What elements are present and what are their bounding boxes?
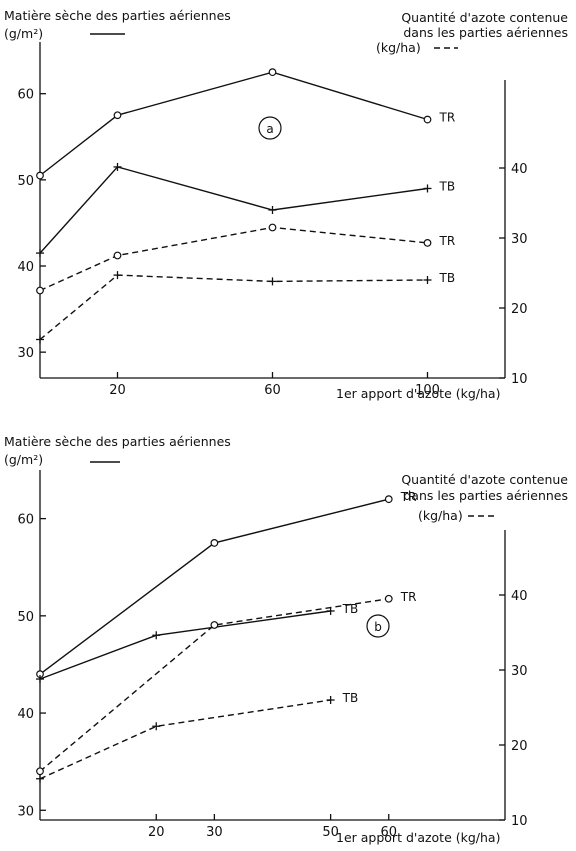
data-point-tr — [36, 286, 44, 295]
left-tick-label: 50 — [17, 174, 34, 189]
series-line-tb-solid — [39, 166, 428, 254]
panel-a: Matière sèche des parties aériennes (g/m… — [4, 8, 568, 401]
data-point-tr — [423, 238, 432, 247]
x-tick-label: 30 — [206, 825, 223, 840]
left-tick-label: 30 — [17, 804, 34, 819]
series-end-label: TB — [342, 691, 359, 705]
data-point-tr — [36, 171, 44, 180]
left-tick-label: 30 — [17, 346, 34, 361]
right-tick-label: 40 — [511, 162, 528, 177]
x-tick-label: 100 — [415, 383, 440, 398]
x-tick-label: 50 — [322, 825, 339, 840]
series-line-tr-solid — [39, 71, 428, 177]
panel-a-label: a — [266, 122, 273, 136]
data-point-tr — [113, 111, 122, 120]
series-end-label: TR — [439, 234, 456, 248]
panel-b-left-axis-title: Matière sèche des parties aériennes — [4, 434, 231, 449]
data-point-tb — [268, 206, 277, 214]
left-tick-label: 60 — [17, 88, 34, 103]
panel-b-left-ticks: 30 40 50 60 — [17, 513, 46, 819]
panel-b-right-axis-unit: (kg/ha) — [418, 508, 463, 523]
left-tick-label: 60 — [17, 513, 34, 528]
panel-a-x-axis-label: 1er apport d'azote (kg/ha) — [336, 386, 500, 401]
series-line-tr-dashed — [39, 598, 389, 772]
right-tick-label: 10 — [511, 372, 528, 387]
right-tick-label: 30 — [511, 664, 528, 679]
panel-a-left-axis-title: Matière sèche des parties aériennes — [4, 8, 231, 23]
data-point-tr — [384, 594, 393, 603]
panel-a-right-ticks: 10 20 30 40 — [499, 162, 528, 387]
right-tick-label: 20 — [511, 739, 528, 754]
series-end-label: TB — [439, 179, 456, 193]
data-point-tb — [36, 335, 44, 344]
panel-b-right-axis-title-line2: dans les parties aériennes — [403, 488, 568, 503]
panel-b-x-axis-label: 1er apport d'azote (kg/ha) — [336, 830, 500, 845]
panel-a-right-axis-title-line1: Quantité d'azote contenue — [401, 10, 568, 25]
series-end-label: TB — [439, 271, 456, 285]
panel-a-left-axis-unit: (g/m²) — [4, 26, 43, 41]
right-tick-label: 20 — [511, 302, 528, 317]
x-tick-label: 60 — [264, 383, 281, 398]
left-tick-label: 40 — [17, 260, 34, 275]
data-point-tr — [384, 495, 393, 504]
panel-a-label-circle — [258, 116, 282, 140]
right-tick-label: 30 — [511, 232, 528, 247]
panel-b-label: b — [374, 620, 382, 634]
panel-a-right-axis-title-line2: dans les parties aériennes — [403, 25, 568, 40]
series-end-label: TR — [400, 590, 417, 604]
data-point-tb — [268, 277, 277, 286]
x-tick-label: 20 — [148, 825, 165, 840]
series-line-tb-solid — [39, 610, 331, 680]
series-line-tr-dashed — [39, 226, 428, 292]
x-tick-label: 20 — [109, 383, 126, 398]
series-line-tr-solid — [39, 498, 389, 675]
data-point-tr — [210, 539, 219, 547]
panel-b-left-axis-unit: (g/m²) — [4, 452, 43, 467]
data-point-tb — [423, 276, 432, 284]
series-line-tb-dashed — [39, 699, 331, 780]
data-point-tb — [36, 249, 44, 258]
data-point-tb — [113, 271, 122, 280]
data-point-tr — [268, 68, 277, 77]
panel-b: Matière sèche des parties aériennes (g/m… — [4, 434, 568, 845]
panel-a-left-ticks: 30 40 50 60 — [17, 88, 46, 361]
data-point-tr — [210, 621, 219, 629]
panel-b-x-ticks: 20 30 50 60 — [148, 814, 397, 840]
panel-b-label-circle — [366, 614, 390, 638]
data-point-tb — [113, 162, 122, 171]
data-point-tr — [36, 767, 44, 776]
x-tick-label: 60 — [380, 825, 397, 840]
series-end-label: TR — [400, 490, 417, 504]
panel-b-right-axis-title-line1: Quantité d'azote contenue — [401, 472, 568, 487]
series-end-label: TR — [439, 111, 456, 125]
data-point-tb — [423, 184, 432, 193]
data-point-tb — [326, 606, 335, 615]
data-point-tr — [423, 115, 432, 124]
panel-b-right-ticks: 10 20 30 40 — [499, 589, 528, 829]
data-point-tr — [268, 223, 277, 232]
panel-a-x-ticks: 20 60 100 — [109, 372, 440, 398]
data-point-tb — [36, 675, 44, 684]
right-tick-label: 10 — [511, 814, 528, 829]
data-point-tb — [326, 696, 335, 704]
data-point-tb — [152, 722, 161, 731]
right-tick-label: 40 — [511, 589, 528, 604]
data-point-tb — [152, 631, 161, 640]
panel-a-series: TR TB TR TB — [36, 68, 456, 344]
left-tick-label: 50 — [17, 610, 34, 625]
data-point-tb — [36, 774, 44, 783]
panel-a-right-axis-unit: (kg/ha) — [376, 40, 421, 55]
series-line-tb-dashed — [39, 274, 428, 341]
left-tick-label: 40 — [17, 707, 34, 722]
data-point-tr — [113, 251, 122, 260]
